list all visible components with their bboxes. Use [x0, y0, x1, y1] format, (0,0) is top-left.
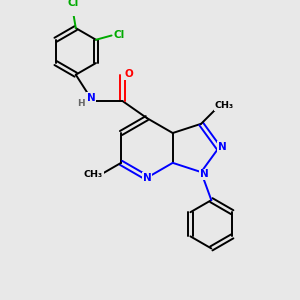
- Text: Cl: Cl: [67, 0, 79, 8]
- Text: CH₃: CH₃: [84, 170, 103, 179]
- Text: Cl: Cl: [114, 30, 125, 40]
- Text: N: N: [142, 173, 151, 183]
- Text: H: H: [77, 99, 85, 108]
- Text: O: O: [124, 69, 133, 79]
- Text: N: N: [218, 142, 226, 152]
- Text: N: N: [200, 169, 208, 179]
- Text: CH₃: CH₃: [214, 101, 234, 110]
- Text: N: N: [87, 93, 96, 103]
